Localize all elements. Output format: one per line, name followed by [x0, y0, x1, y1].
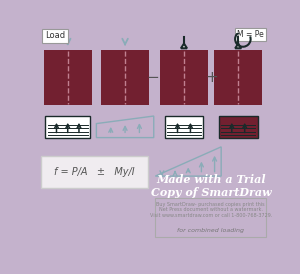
- Bar: [214, 50, 262, 105]
- Bar: [155, 198, 266, 237]
- Text: Buy SmartDraw- purchased copies print this
Net Press document without a watermar: Buy SmartDraw- purchased copies print th…: [150, 201, 272, 218]
- Bar: [44, 50, 92, 105]
- Text: −: −: [147, 70, 159, 85]
- Polygon shape: [181, 44, 187, 48]
- Text: Made with a Trial
Copy of SmartDraw: Made with a Trial Copy of SmartDraw: [151, 174, 272, 198]
- Bar: [160, 50, 208, 105]
- Text: M = Pe: M = Pe: [237, 30, 264, 39]
- Text: +: +: [206, 70, 218, 85]
- Bar: [219, 116, 258, 138]
- Text: f = P/A   ±   My/I: f = P/A ± My/I: [54, 167, 134, 177]
- Bar: [101, 50, 149, 105]
- Polygon shape: [235, 44, 241, 48]
- Bar: [165, 116, 203, 138]
- Bar: [45, 116, 90, 138]
- Text: for combined loading: for combined loading: [177, 228, 244, 233]
- Bar: [40, 156, 148, 189]
- Text: Load: Load: [45, 32, 65, 41]
